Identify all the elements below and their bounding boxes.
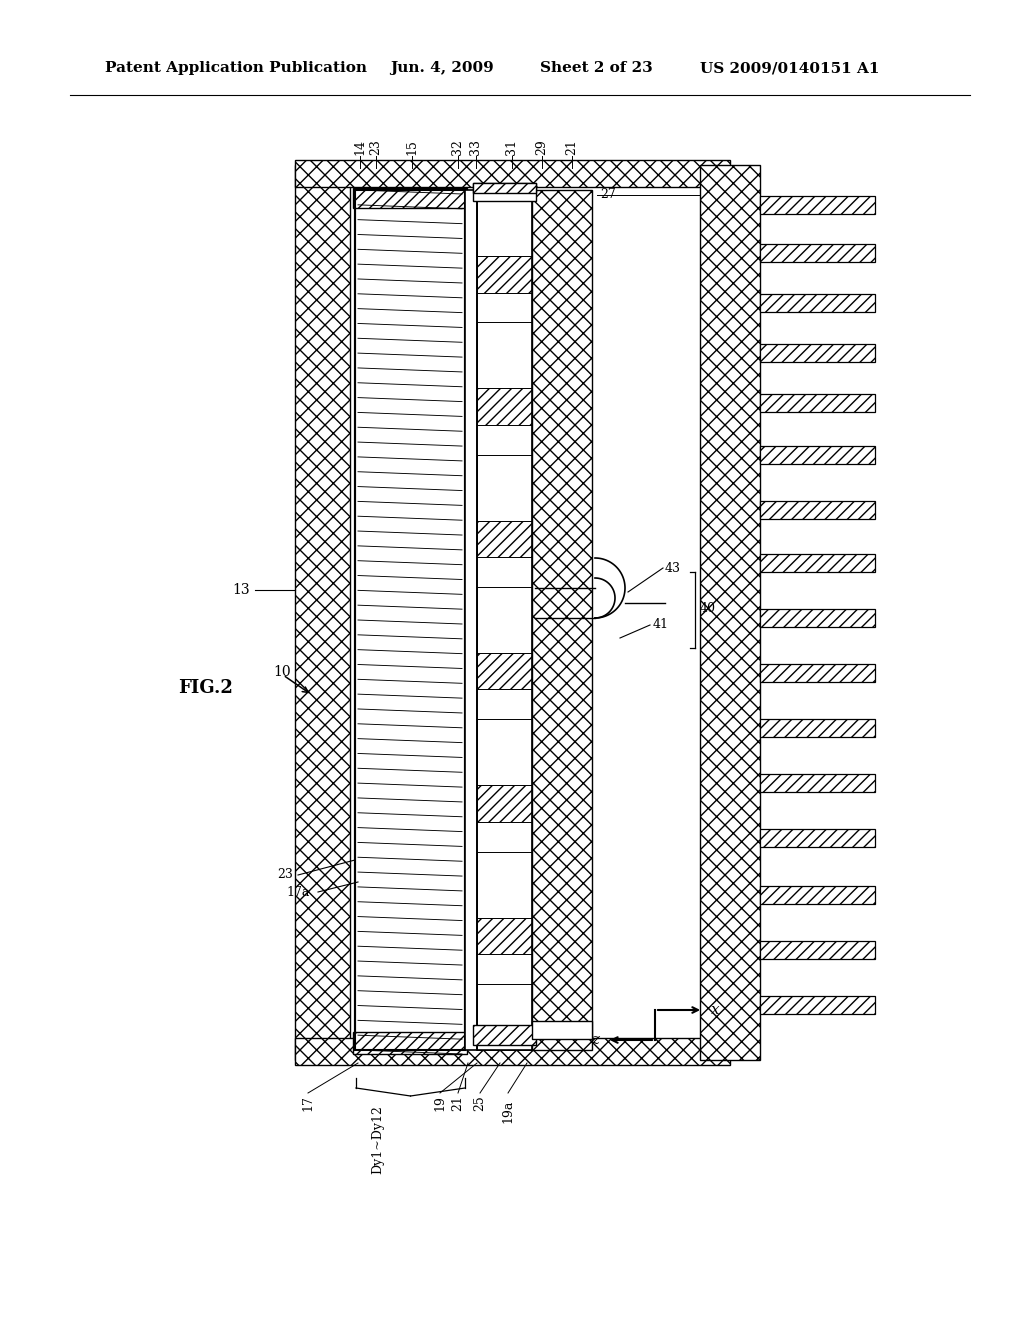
Text: FIG.2: FIG.2 [178,678,232,697]
Bar [760,244,874,261]
Bar [477,521,532,557]
Bar [477,322,532,388]
Bar [760,446,874,465]
Bar [477,851,532,917]
Text: 19: 19 [433,1096,446,1111]
Bar [477,785,532,822]
Bar [477,587,532,653]
Bar [532,190,592,1049]
Text: 25: 25 [473,1096,486,1110]
Bar [355,190,465,1049]
Bar [477,190,532,1049]
Text: 19a: 19a [502,1100,514,1123]
Bar [477,719,532,785]
Bar [760,774,874,792]
Bar [477,917,532,954]
Bar [760,664,874,682]
Bar [353,187,467,209]
Text: x: x [711,1003,720,1016]
Text: Sheet 2 of 23: Sheet 2 of 23 [540,61,652,75]
Bar [473,183,536,193]
Text: 29: 29 [536,139,549,154]
Text: US 2009/0140151 A1: US 2009/0140151 A1 [700,61,880,75]
Bar [760,195,874,214]
Text: 27: 27 [600,189,615,202]
Text: 23: 23 [278,869,293,882]
Text: 32: 32 [452,139,465,154]
Text: z: z [591,1034,599,1047]
Bar [295,1038,730,1065]
Text: Patent Application Publication: Patent Application Publication [105,61,367,75]
Text: 33: 33 [469,139,482,154]
Bar [532,1020,592,1039]
Text: 23: 23 [370,139,383,154]
Text: 21: 21 [565,139,579,154]
Text: 17: 17 [301,1096,314,1111]
Bar [477,388,532,425]
Text: 43: 43 [665,561,681,574]
Bar [477,653,532,689]
Text: 14: 14 [353,139,367,154]
Bar [760,997,874,1014]
Bar [700,165,760,1060]
Bar [477,190,532,256]
Bar [477,256,532,293]
Bar [295,165,350,1060]
Bar [760,941,874,960]
Bar [477,454,532,521]
Bar [760,345,874,362]
Text: 31: 31 [506,139,518,154]
Text: 10: 10 [273,665,291,678]
Text: 13: 13 [232,583,250,597]
Bar [353,1032,467,1053]
Text: 41: 41 [653,619,669,631]
Bar [760,502,874,519]
Text: 15: 15 [406,139,419,154]
Bar [477,983,532,1049]
Text: Dy1~Dy12: Dy1~Dy12 [372,1105,384,1173]
Bar [760,294,874,312]
Text: Jun. 4, 2009: Jun. 4, 2009 [390,61,494,75]
Bar [760,609,874,627]
Text: 21: 21 [452,1096,465,1111]
Bar [760,393,874,412]
Bar [760,719,874,737]
Text: 17a: 17a [287,886,310,899]
Bar [760,829,874,847]
Bar [473,1026,536,1045]
Bar [295,160,730,187]
Bar [760,554,874,572]
Bar [760,886,874,904]
Text: 40: 40 [700,602,716,615]
Bar [473,183,536,201]
Bar [465,190,477,1049]
Bar [355,190,465,1049]
